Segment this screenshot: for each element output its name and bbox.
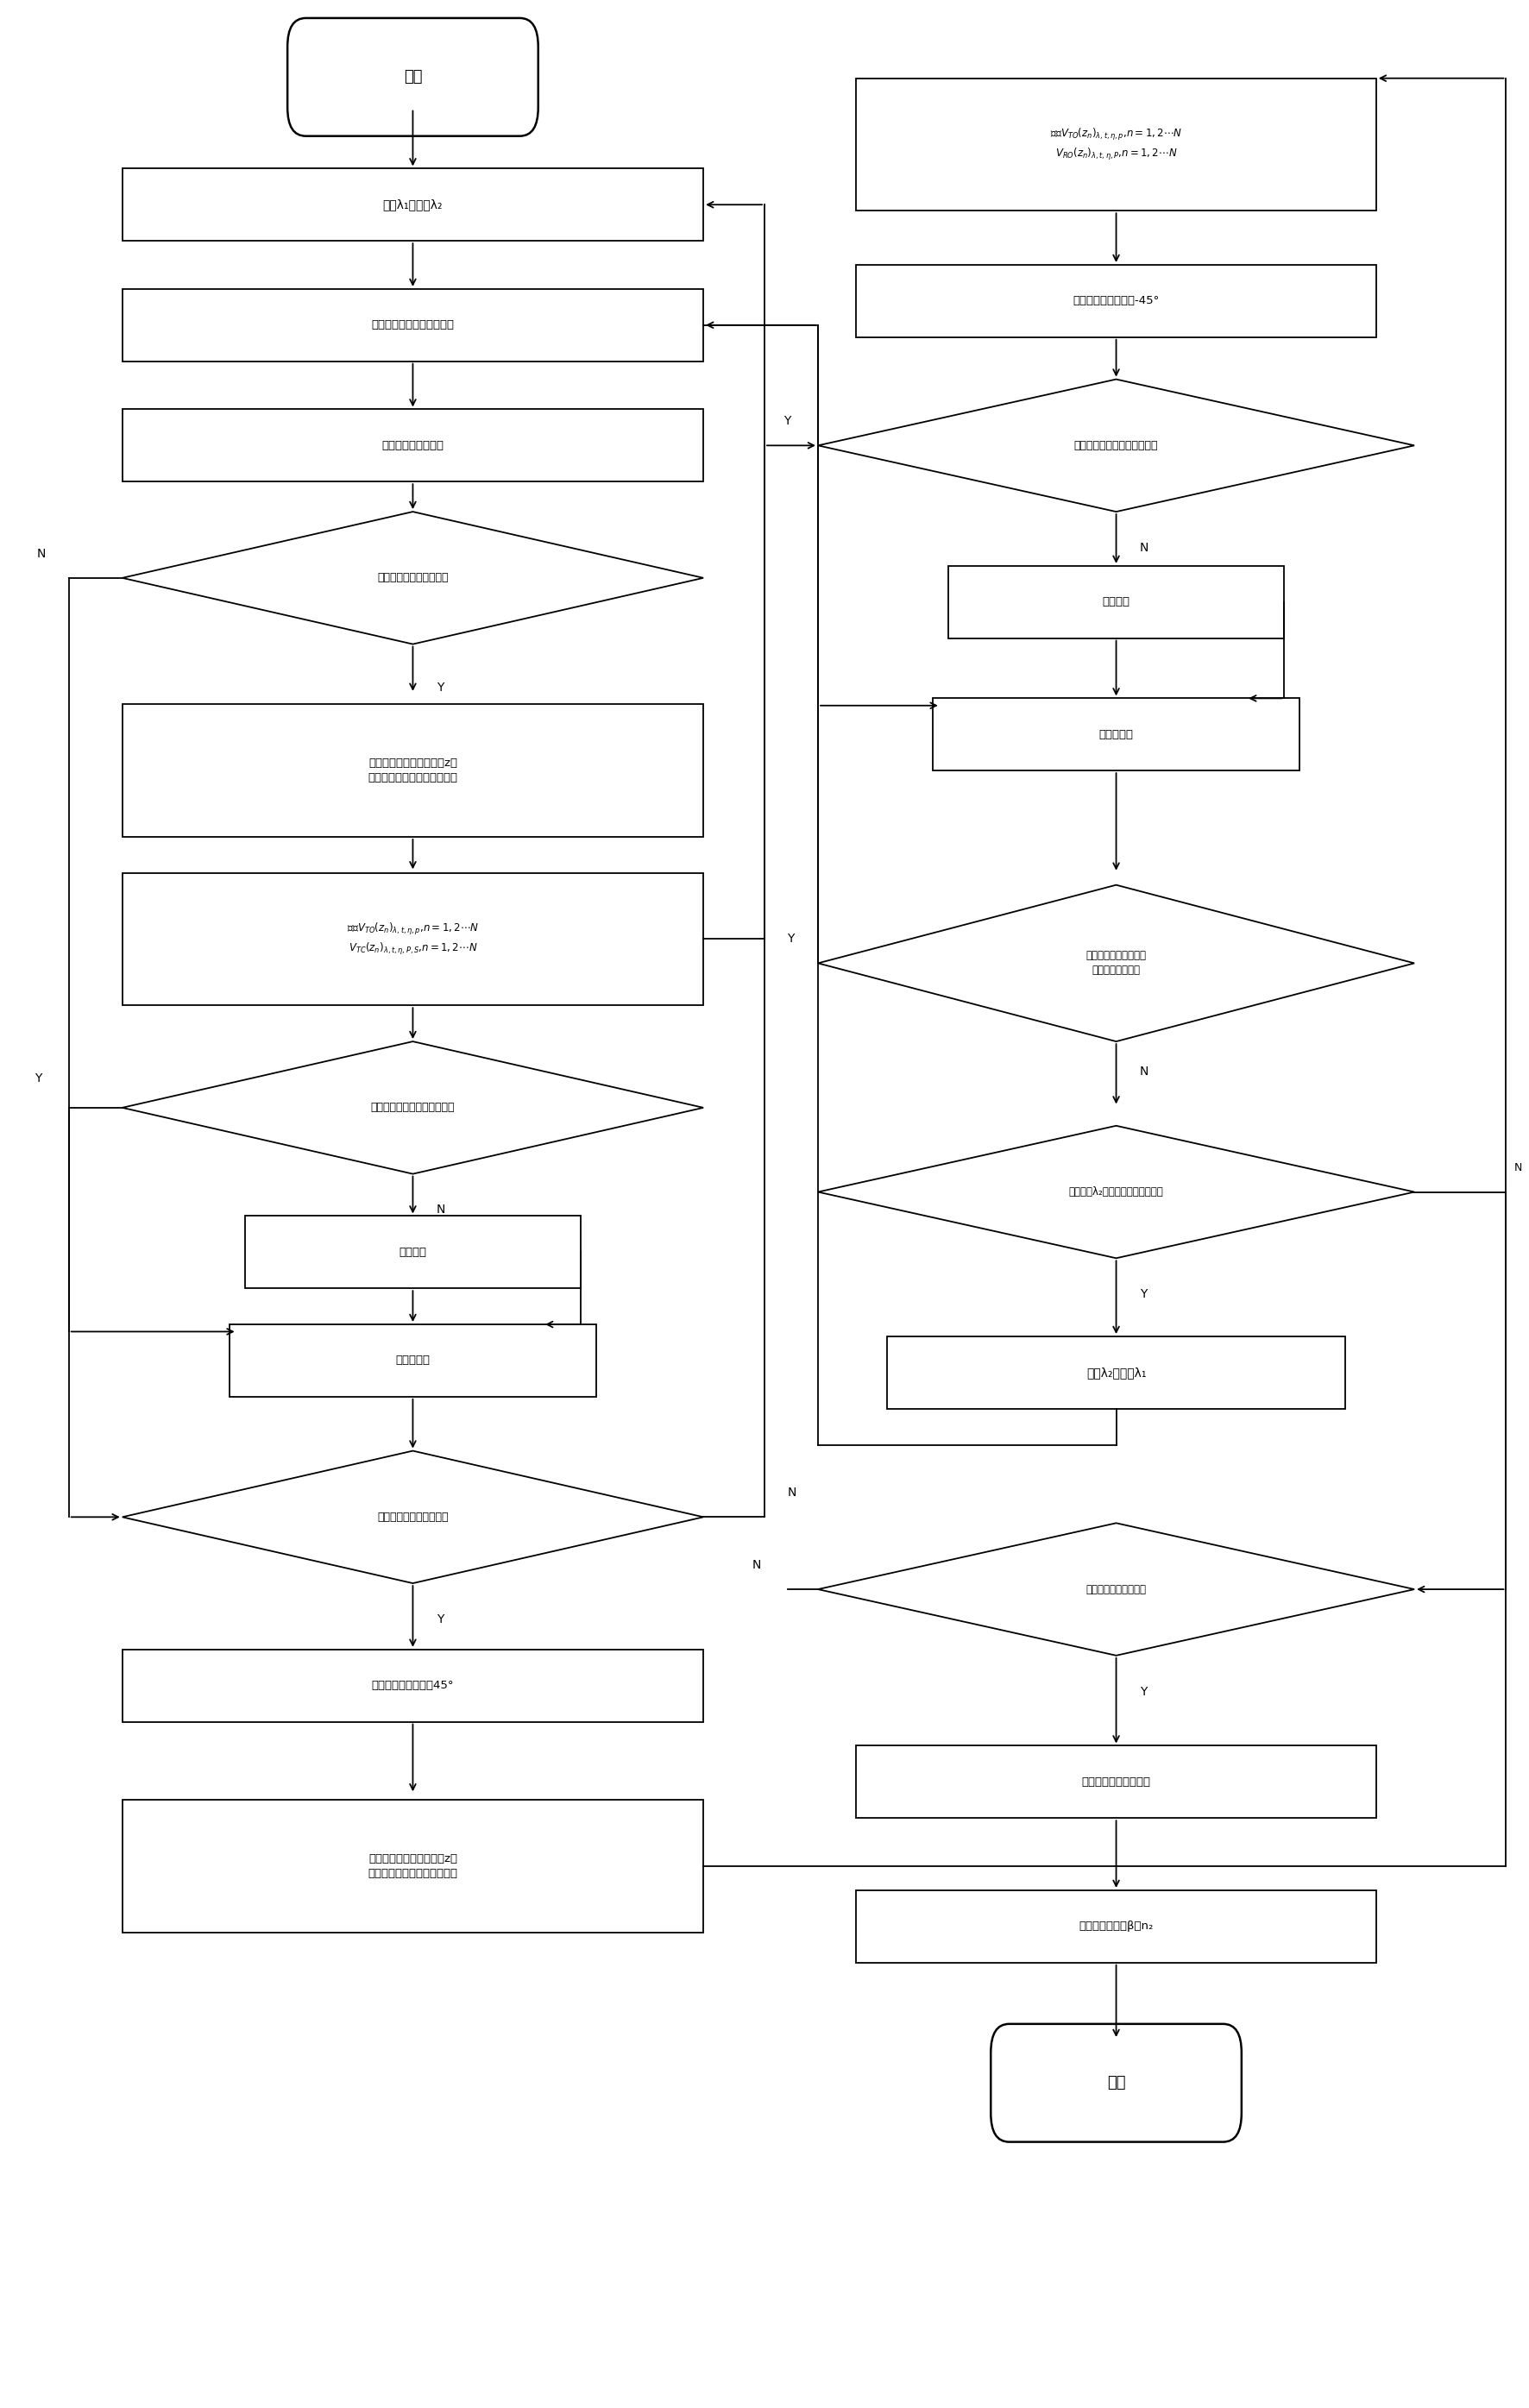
Text: 开启λ₂，挡住λ₁: 开启λ₂，挡住λ₁ xyxy=(1086,1365,1147,1380)
Polygon shape xyxy=(818,886,1414,1043)
Text: 观察，扫描点形貌是否变化？: 观察，扫描点形貌是否变化？ xyxy=(370,1103,456,1112)
Text: 启动样品旋转台，转-45°: 启动样品旋转台，转-45° xyxy=(1073,296,1159,306)
Bar xyxy=(229,1324,596,1397)
Text: Y: Y xyxy=(35,1072,41,1086)
Text: 测反射开孔、透射开孔？: 测反射开孔、透射开孔？ xyxy=(378,1512,448,1522)
Bar xyxy=(122,703,703,838)
Text: 是否测量其他激光作用
条件下的非线性？: 是否测量其他激光作用 条件下的非线性？ xyxy=(1086,951,1147,975)
Bar xyxy=(122,874,703,1007)
Text: Y: Y xyxy=(437,1613,443,1625)
Text: 记录$V_{TO}(z_n)_{\lambda,t,\eta,p}$,$n=1,2\cdots N$
$V_{TC}(z_n)_{\lambda,t,\eta,: 记录$V_{TO}(z_n)_{\lambda,t,\eta,p}$,$n=1,… xyxy=(347,922,479,956)
Bar xyxy=(856,79,1376,212)
Text: 观察，扫描点形貌是否变化？: 观察，扫描点形貌是否变化？ xyxy=(1073,441,1159,450)
Text: 不保存数据: 不保存数据 xyxy=(396,1356,430,1365)
Polygon shape xyxy=(122,1450,703,1584)
Text: 样品垂直主光轴放置: 样品垂直主光轴放置 xyxy=(382,441,443,450)
Text: 开启λ₁，挡住λ₂: 开启λ₁，挡住λ₂ xyxy=(382,197,443,212)
Text: 对数据进行归一化处理: 对数据进行归一化处理 xyxy=(1081,1777,1151,1787)
Text: N: N xyxy=(1139,542,1148,554)
Text: 启动样品控制台，样品沿z轴
正向运动，同时开始采集数据: 启动样品控制台，样品沿z轴 正向运动，同时开始采集数据 xyxy=(368,759,457,783)
Text: 测透射开孔、透射闭孔？: 测透射开孔、透射闭孔？ xyxy=(378,573,448,583)
Text: Y: Y xyxy=(1141,1288,1147,1300)
Text: 启动样品旋转台，转45°: 启动样品旋转台，转45° xyxy=(372,1681,454,1690)
Bar xyxy=(856,265,1376,337)
Polygon shape xyxy=(818,1127,1414,1257)
Text: 结束: 结束 xyxy=(1107,2076,1125,2090)
Text: Y: Y xyxy=(784,414,790,429)
Bar xyxy=(122,1649,703,1722)
Text: N: N xyxy=(787,1486,797,1500)
Text: 调节激光功率，或激光脉冲: 调节激光功率，或激光脉冲 xyxy=(372,320,454,330)
Text: 记录$V_{TO}(z_n)_{\lambda,t,\eta,p}$,$n=1,2\cdots N$
$V_{RO}(z_n)_{\lambda,t,\eta,: 记录$V_{TO}(z_n)_{\lambda,t,\eta,p}$,$n=1,… xyxy=(1050,128,1182,161)
Polygon shape xyxy=(122,1043,703,1175)
Text: 是否测量λ₂波长作用下的非线性？: 是否测量λ₂波长作用下的非线性？ xyxy=(1069,1187,1164,1197)
Text: N: N xyxy=(436,1204,445,1216)
Text: N: N xyxy=(752,1558,761,1572)
Polygon shape xyxy=(818,1524,1414,1657)
Text: 开始: 开始 xyxy=(404,70,422,84)
Bar xyxy=(245,1216,581,1288)
Bar xyxy=(856,1746,1376,1818)
Bar xyxy=(887,1336,1346,1409)
Polygon shape xyxy=(122,513,703,645)
Text: 启动透镜控制台，透镜沿z轴
负向运动，同时开始采集数据: 启动透镜控制台，透镜沿z轴 负向运动，同时开始采集数据 xyxy=(368,1854,457,1878)
Bar xyxy=(933,698,1300,771)
Polygon shape xyxy=(818,380,1414,513)
Text: 代入公式，得出β和n₂: 代入公式，得出β和n₂ xyxy=(1079,1922,1153,1931)
Bar xyxy=(948,566,1284,638)
Text: 不保存数据: 不保存数据 xyxy=(1099,730,1133,739)
Bar xyxy=(856,1890,1376,1963)
Bar xyxy=(122,1801,703,1934)
Text: Y: Y xyxy=(787,932,794,946)
FancyBboxPatch shape xyxy=(287,19,538,135)
Bar xyxy=(122,409,703,482)
Text: 是否有数据需要处理？: 是否有数据需要处理？ xyxy=(1086,1584,1147,1594)
Text: N: N xyxy=(1514,1163,1521,1173)
Bar xyxy=(122,289,703,361)
Text: Y: Y xyxy=(437,681,443,694)
Text: 保存数据: 保存数据 xyxy=(399,1247,427,1257)
FancyBboxPatch shape xyxy=(991,2023,1242,2143)
Text: N: N xyxy=(37,547,46,561)
Text: 保存数据: 保存数据 xyxy=(1102,597,1130,607)
Bar xyxy=(122,169,703,241)
Text: N: N xyxy=(1139,1064,1148,1079)
Text: Y: Y xyxy=(1141,1686,1147,1698)
